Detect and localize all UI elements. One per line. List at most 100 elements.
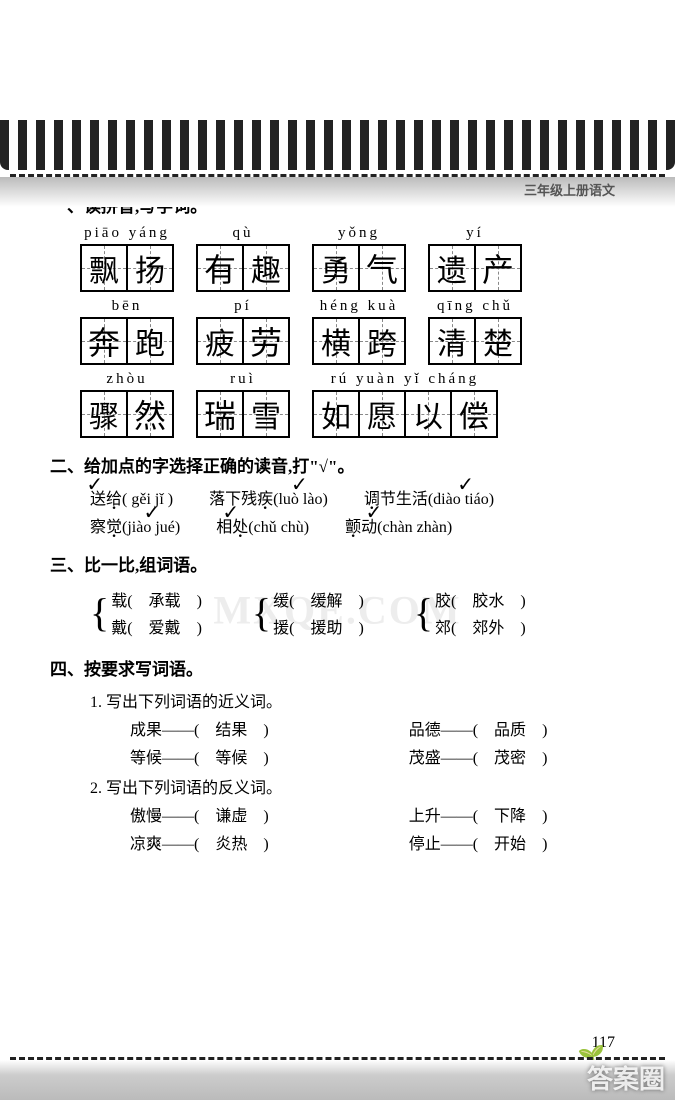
brace-group: {载( 承载 )戴( 爱戴 ) xyxy=(90,584,202,641)
word-block: pí 疲劳 xyxy=(196,298,290,365)
pronunciation-item: 相处(chǔ chù)✓ xyxy=(216,513,309,537)
synonyms-section: 成果——( 结果 ) 品德——( 品质 ) 等候——( 等候 )茂盛——( 茂密 ) xyxy=(50,716,625,768)
word-answer-pair: 品德——( 品质 ) xyxy=(409,716,548,740)
checkmark-icon: ✓ xyxy=(222,500,239,525)
bottom-border xyxy=(0,1060,675,1100)
pinyin-label: ruì xyxy=(230,371,256,388)
pinyin-row: zhòu骤然ruì瑞雪rú yuàn yǐ cháng如愿以偿 xyxy=(80,371,625,438)
section-4-sub1: 1. 写出下列词语的近义词。 xyxy=(90,688,625,712)
word-pair: 载( 承载 ) xyxy=(111,587,202,611)
char-boxes: 横跨 xyxy=(312,317,406,365)
brace-lines: 载( 承载 )戴( 爱戴 ) xyxy=(111,584,202,641)
word-answer-pair: 茂盛——( 茂密 ) xyxy=(409,744,548,768)
word-pair: 郊( 郊外 ) xyxy=(435,614,526,638)
char-box: 劳 xyxy=(242,317,290,365)
character: 趣 xyxy=(251,246,281,290)
word-block: bēn 奔跑 xyxy=(80,298,174,365)
char-box: 遗 xyxy=(428,244,476,292)
word-pair-row: 凉爽——( 炎热 ) 停止——( 开始 ) xyxy=(130,830,625,854)
pinyin-row: bēn 奔跑 pí 疲劳 héng kuà 横跨 qīng chǔ 清楚 xyxy=(80,298,625,365)
character: 横 xyxy=(321,319,351,363)
word-block: ruì 瑞雪 xyxy=(196,371,290,438)
word-block: qù 有趣 xyxy=(196,225,290,292)
character: 飘 xyxy=(89,246,119,290)
worksheet-page: 三年级上册语文 期末检测题(一) 一、读拼音,写字词。 piāo yáng飘扬q… xyxy=(0,120,675,1100)
char-boxes: 清楚 xyxy=(428,317,522,365)
pronunciation-item: 察觉(jiào jué)✓ xyxy=(90,513,180,537)
character: 楚 xyxy=(483,319,513,363)
character: 奔 xyxy=(88,318,120,364)
pinyin-label: bēn xyxy=(112,298,143,315)
char-box: 横 xyxy=(312,317,360,365)
char-box: 清 xyxy=(428,317,476,365)
word-answer-pair: 停止——( 开始 ) xyxy=(409,830,548,854)
word-answer-pair: 上升——( 下降 ) xyxy=(409,802,548,826)
char-box: 气 xyxy=(358,244,406,292)
section-4-sub2: 2. 写出下列词语的反义词。 xyxy=(90,774,625,798)
word-block: rú yuàn yǐ cháng 如愿以偿 xyxy=(312,371,498,438)
character: 勇 xyxy=(321,246,351,290)
character: 雪 xyxy=(251,392,281,436)
character: 遗 xyxy=(437,246,467,290)
word-pair: 援( 援助 ) xyxy=(273,614,364,638)
pinyin-label: héng kuà xyxy=(320,298,399,315)
char-boxes: 瑞雪 xyxy=(196,390,290,438)
word-pair-row: 傲慢——( 谦虚 ) 上升——( 下降 ) xyxy=(130,802,625,826)
antonyms-section: 傲慢——( 谦虚 ) 上升——( 下降 ) 凉爽——( 炎热 ) 停止——( 开始 ) xyxy=(50,802,625,854)
word-pair-row: 等候——( 等候 )茂盛——( 茂密 ) xyxy=(130,744,625,768)
char-box: 奔 xyxy=(80,317,128,365)
char-box: 趣 xyxy=(242,244,290,292)
word-answer-pair: 凉爽——( 炎热 ) xyxy=(130,830,269,854)
char-boxes: 骤然 xyxy=(80,390,174,438)
character: 有 xyxy=(204,245,236,291)
pinyin-label: rú yuàn yǐ cháng xyxy=(331,371,479,388)
brace-group: {缓( 缓解 )援( 援助 ) xyxy=(252,584,364,641)
word-block: yí遗产 xyxy=(428,225,522,292)
char-box: 如 xyxy=(312,390,360,438)
pinyin-label: pí xyxy=(234,298,252,315)
word-answer-pair: 傲慢——( 谦虚 ) xyxy=(130,802,269,826)
checkmark-icon: ✓ xyxy=(291,472,308,497)
checkmark-icon: ✓ xyxy=(457,472,474,497)
character: 瑞 xyxy=(204,391,236,437)
brace-icon: { xyxy=(414,593,433,633)
word-answer-pair: 成果——( 结果 ) xyxy=(130,716,269,740)
pronunciation-item: 调节生活(diào tiáo)✓ xyxy=(364,485,494,509)
pronunciation-item: 送给( gěi jǐ )✓ xyxy=(90,485,173,509)
word-block: héng kuà 横跨 xyxy=(312,298,406,365)
section-3-heading: 三、比一比,组词语。 xyxy=(50,551,625,576)
char-boxes: 飘扬 xyxy=(80,244,174,292)
word-pair: 胶( 胶水 ) xyxy=(435,587,526,611)
character: 扬 xyxy=(135,246,165,290)
char-boxes: 勇气 xyxy=(312,244,406,292)
character: 如 xyxy=(321,392,351,436)
char-box: 有 xyxy=(196,244,244,292)
char-box: 以 xyxy=(404,390,452,438)
grade-label: 三年级上册语文 xyxy=(524,180,615,199)
character: 愿 xyxy=(367,392,397,436)
word-pair-row: 成果——( 结果 ) 品德——( 品质 ) xyxy=(130,716,625,740)
checkmark-icon: ✓ xyxy=(365,500,382,525)
character: 疲 xyxy=(205,319,235,363)
char-box: 勇 xyxy=(312,244,360,292)
compare-words-section: {载( 承载 )戴( 爱戴 ) {缓( 缓解 )援( 援助 ) {胶( 胶水 ) 郊(… xyxy=(90,584,625,641)
word-block: yǒng 勇气 xyxy=(312,225,406,292)
brace-group: {胶( 胶水 ) 郊( 郊外 ) xyxy=(414,584,526,641)
pinyin-label: qù xyxy=(233,225,254,242)
character: 气 xyxy=(366,245,398,291)
character: 清 xyxy=(437,319,467,363)
char-boxes: 奔跑 xyxy=(80,317,174,365)
section-4-heading: 四、按要求写词语。 xyxy=(50,655,625,680)
character: 偿 xyxy=(459,392,489,436)
choose-pronunciation-section: 送给( gěi jǐ )✓落下残疾(luò lào)✓调节生活(diào tiá… xyxy=(50,485,625,537)
pronunciation-line: 察觉(jiào jué)✓相处(chǔ chù)✓颤动(chàn zhàn)✓ xyxy=(90,513,625,537)
brace-lines: 缓( 缓解 )援( 援助 ) xyxy=(273,584,364,641)
pinyin-label: yǒng xyxy=(338,225,380,242)
checkmark-icon: ✓ xyxy=(143,500,160,525)
char-boxes: 遗产 xyxy=(428,244,522,292)
pinyin-label: qīng chǔ xyxy=(437,298,513,315)
char-box: 然 xyxy=(126,390,174,438)
character: 劳 xyxy=(250,318,282,364)
char-boxes: 有趣 xyxy=(196,244,290,292)
character: 跨 xyxy=(367,319,397,363)
